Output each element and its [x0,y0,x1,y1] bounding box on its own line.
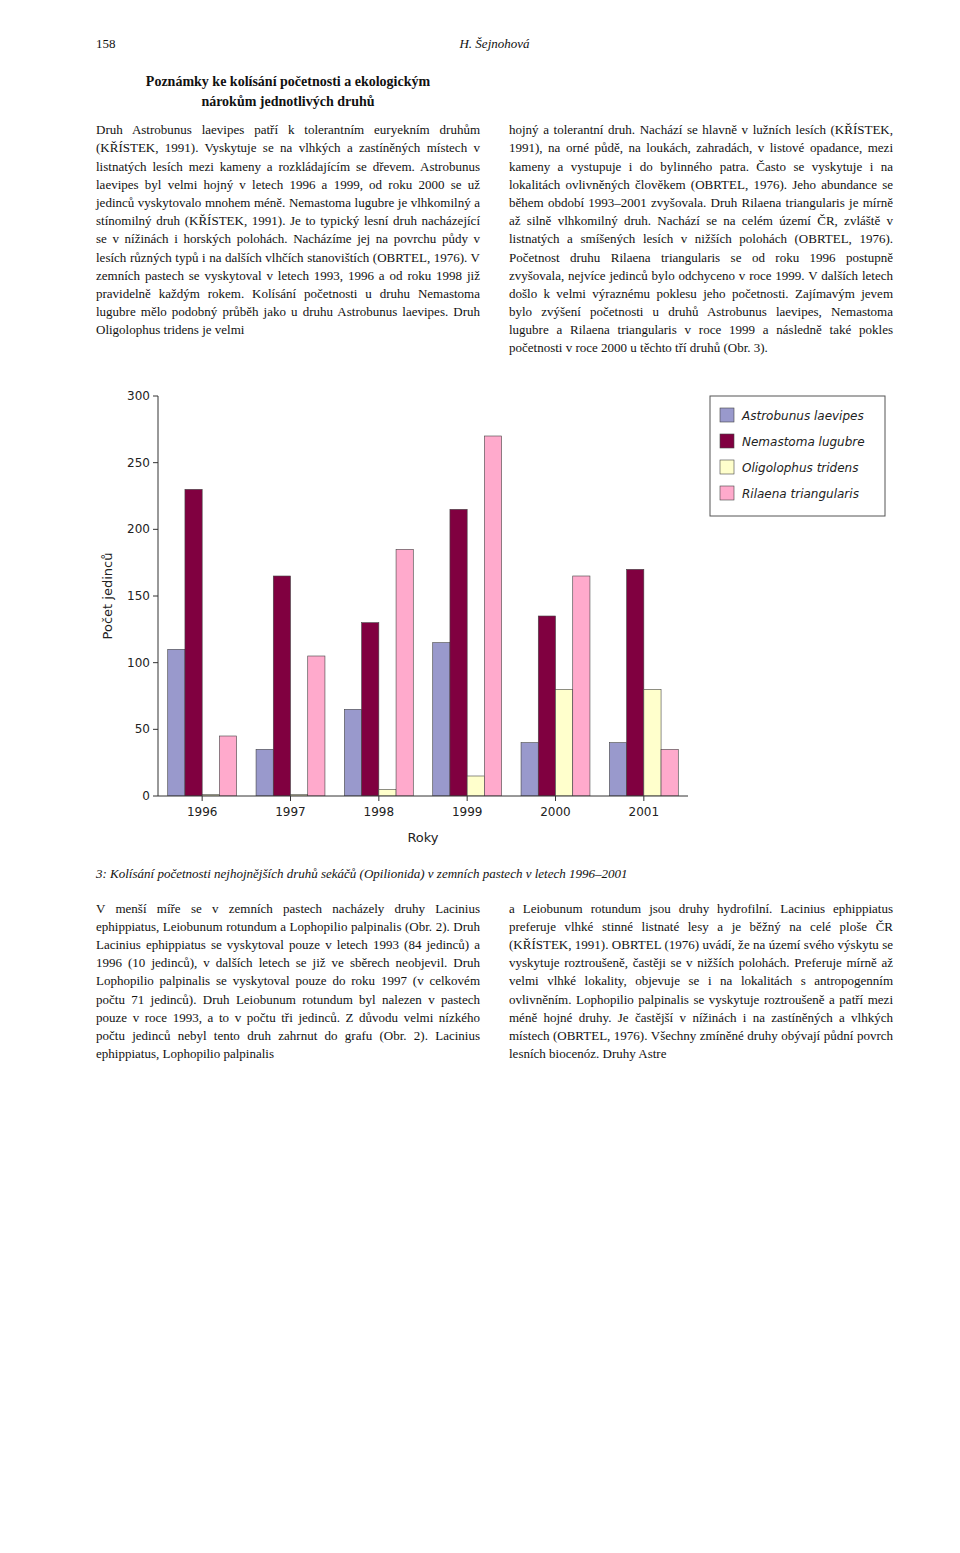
x-tick [643,796,644,801]
y-tick-label: 200 [127,522,150,536]
legend-label: Nemastoma lugubre [742,434,865,448]
x-tick-label: 1999 [452,805,483,819]
x-tick-label: 1998 [364,805,395,819]
bar [273,576,290,796]
legend-label: Astrobunus laevipes [741,408,864,422]
bar-chart: 0 50 100 150 200 250 300 1996 1997 1998 1999 2000 20… [96,384,893,854]
body-text: a Leiobunum rotundum jsou druhy hydrofil… [509,900,893,1064]
bar [396,549,413,796]
y-tick-label: 150 [127,589,150,603]
bar [556,689,573,796]
x-tick [378,796,379,801]
bar [168,649,185,796]
bar [344,709,361,796]
bar [219,736,236,796]
legend-label: Rilaena triangularis [742,486,859,500]
legend-label: Oligolophus tridens [742,460,858,474]
bar [185,489,202,796]
bottom-columns: V menší míře se v zemních pastech nacház… [96,900,893,1064]
x-tick-label: 2000 [540,805,571,819]
x-tick [290,796,291,801]
top-columns: Druh Astrobunus laevipes patří k toleran… [96,121,893,357]
bar [308,656,325,796]
x-tick-label: 1996 [187,805,218,819]
bar [484,436,501,796]
y-tick [153,728,158,729]
y-tick [153,462,158,463]
x-tick-label: 1997 [275,805,306,819]
body-text: V menší míře se v zemních pastech nacház… [96,900,480,1064]
y-tick [153,795,158,796]
x-axis-line [158,795,688,796]
bar [538,616,555,796]
y-tick-label: 100 [127,655,150,669]
bar [644,689,661,796]
page-number: 158 [96,36,116,52]
legend-swatch [720,486,734,500]
bar [379,789,396,796]
bar [521,742,538,795]
legend-swatch [720,460,734,474]
bar [661,749,678,796]
bar [573,576,590,796]
legend: Astrobunus laevipes Nemastoma lugubre Olig… [710,396,885,516]
x-tick [555,796,556,801]
y-axis-label: Počet jedinců [100,552,115,639]
bar [433,642,450,795]
heading: Poznámky ke kolísání početnosti a ekolog… [96,72,480,111]
y-tick [153,595,158,596]
bar [609,742,626,795]
bars [168,436,679,796]
page: 158H. Šejnohová Poznámky ke kolísání poč… [96,36,893,1063]
caption: 3: Kolísání početnosti nejhojnějších dru… [96,866,893,882]
bar [627,569,644,796]
y-tick [153,662,158,663]
header: 158H. Šejnohová [96,36,893,58]
x-axis-label: Roky [407,830,438,845]
y-tick-label: 50 [135,722,150,736]
legend-frame [710,396,885,516]
y-tick [153,395,158,396]
legend-swatch [720,434,734,448]
bar [362,622,379,795]
body-text: hojný a tolerantní druh. Nachází se hlav… [509,121,893,357]
legend-swatch [720,408,734,422]
y-tick-label: 300 [127,389,150,403]
x-tick [202,796,203,801]
bar [467,776,484,796]
body-text: Druh Astrobunus laevipes patří k toleran… [96,121,480,357]
chart: 0 50 100 150 200 250 300 1996 1997 1998 1999 2000 20… [96,384,893,858]
running-author: H. Šejnohová [96,36,893,52]
y-tick-label: 0 [142,789,150,803]
x-tick-label: 2001 [629,805,660,819]
y-tick-label: 250 [127,455,150,469]
y-tick [153,528,158,529]
bar [256,749,273,796]
bar [450,509,467,796]
x-tick [467,796,468,801]
